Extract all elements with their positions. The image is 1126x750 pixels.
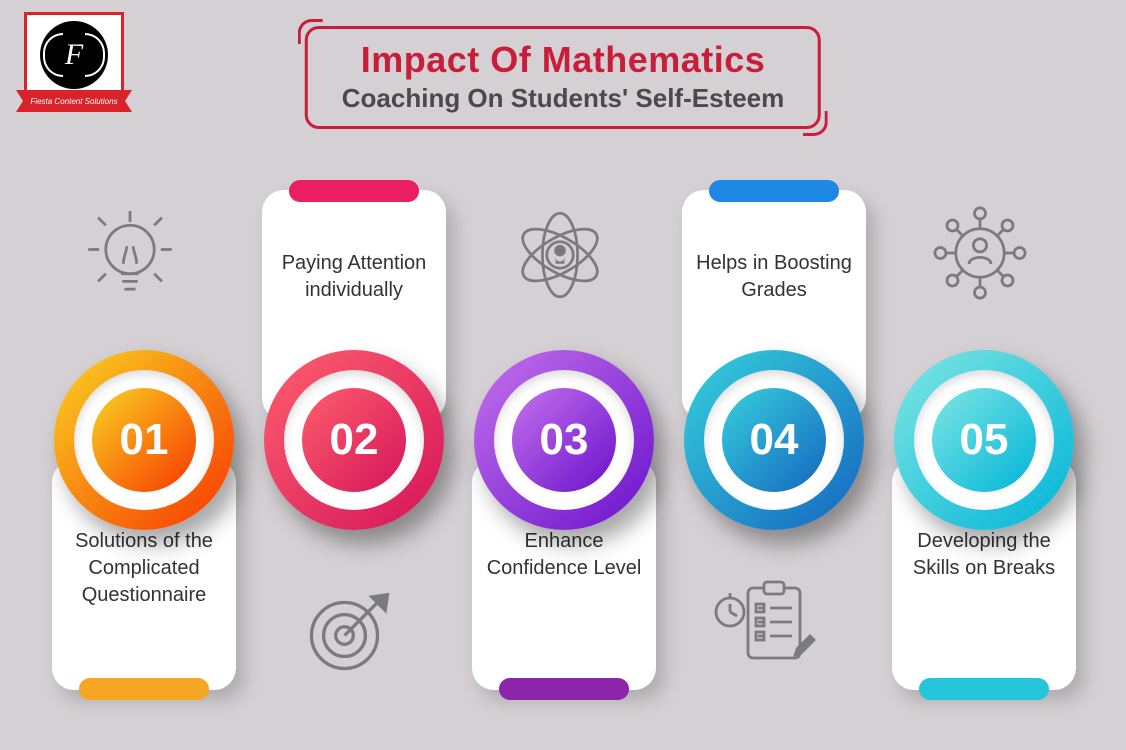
medal-2: 02 <box>264 350 444 530</box>
medal-3-number: 03 <box>512 388 616 492</box>
medal-5-ring: 05 <box>914 370 1054 510</box>
card-1-label: Solutions of the Complicated Questionnai… <box>66 528 222 609</box>
infographic-stage: Solutions of the Complicated Questionnai… <box>0 170 1126 730</box>
medal-2-number: 02 <box>302 388 406 492</box>
medal-4-number: 04 <box>722 388 826 492</box>
medal-5: 05 <box>894 350 1074 530</box>
card-1-tab <box>79 678 209 700</box>
target-icon <box>295 575 405 685</box>
card-2-tab <box>289 180 419 202</box>
medal-1-number: 01 <box>92 388 196 492</box>
medal-1: 01 <box>54 350 234 530</box>
card-4-tab <box>709 180 839 202</box>
medal-4-ring: 04 <box>704 370 844 510</box>
medal-4: 04 <box>684 350 864 530</box>
logo-frame: F <box>24 12 124 97</box>
medal-3-ring: 03 <box>494 370 634 510</box>
card-3-label: Enhance Confidence Level <box>486 528 642 582</box>
medal-3: 03 <box>474 350 654 530</box>
clipboard-icon <box>710 570 820 680</box>
brand-logo: F Fiesta Content Solutions <box>24 12 134 122</box>
card-2-label: Paying Attention individually <box>276 250 432 304</box>
atom-icon <box>505 200 615 310</box>
medal-5-number: 05 <box>932 388 1036 492</box>
card-4-label: Helps in Boosting Grades <box>696 250 852 304</box>
title-box: Impact Of Mathematics Coaching On Studen… <box>305 26 821 129</box>
logo-ribbon: Fiesta Content Solutions <box>16 90 132 112</box>
network-icon <box>925 198 1035 308</box>
lightbulb-icon <box>75 200 185 310</box>
logo-ribbon-text: Fiesta Content Solutions <box>30 97 117 106</box>
medal-2-ring: 02 <box>284 370 424 510</box>
logo-emblem: F <box>40 21 108 89</box>
title-main: Impact Of Mathematics <box>342 39 784 81</box>
title-subtitle: Coaching On Students' Self-Esteem <box>342 83 784 114</box>
card-3-tab <box>499 678 629 700</box>
logo-letter: F <box>65 38 83 72</box>
card-5-tab <box>919 678 1049 700</box>
card-5-label: Developing the Skills on Breaks <box>906 528 1062 582</box>
medal-1-ring: 01 <box>74 370 214 510</box>
